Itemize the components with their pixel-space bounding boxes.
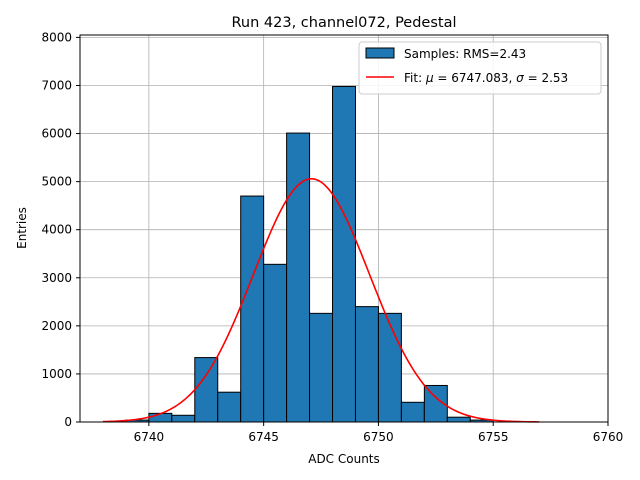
y-tick-label: 1000 xyxy=(41,367,72,381)
x-axis-ticks: 6740 6745 6750 6755 6760 xyxy=(134,422,624,444)
legend-fit-label: Fit: μ = 6747.083, σ = 2.53 xyxy=(404,71,568,85)
x-tick-label: 6755 xyxy=(478,430,509,444)
y-tick-label: 8000 xyxy=(41,30,72,44)
histogram-bar xyxy=(148,412,173,423)
x-axis-label: ADC Counts xyxy=(308,452,380,466)
fit-curve xyxy=(102,177,540,423)
x-tick-label: 6745 xyxy=(248,430,279,444)
histogram-bar xyxy=(217,391,242,423)
histogram-bar xyxy=(286,132,311,423)
y-tick-label: 7000 xyxy=(41,78,72,92)
y-axis-ticks: 0 1000 2000 3000 4000 5000 6000 7000 8000 xyxy=(41,30,80,429)
y-tick-label: 5000 xyxy=(41,175,72,189)
legend: Samples: RMS=2.43 Fit: μ = 6747.083, σ =… xyxy=(358,41,602,95)
histogram-bar xyxy=(446,416,471,423)
plot-frame xyxy=(79,34,609,423)
x-tick-label: 6750 xyxy=(363,430,394,444)
histogram-bar xyxy=(194,357,219,423)
histogram-bar xyxy=(171,414,196,423)
histogram-bar xyxy=(354,306,379,423)
histogram-bar xyxy=(263,263,288,423)
x-tick-label: 6760 xyxy=(593,430,624,444)
chart-title: Run 423, channel072, Pedestal xyxy=(231,15,456,31)
legend-box xyxy=(358,41,602,95)
histogram-bar xyxy=(309,312,334,423)
legend-samples-label: Samples: RMS=2.43 xyxy=(404,47,526,61)
histogram-bar xyxy=(400,401,425,423)
histogram-bar xyxy=(240,195,265,423)
x-tick-label: 6740 xyxy=(134,430,165,444)
y-tick-label: 4000 xyxy=(41,223,72,237)
y-tick-label: 0 xyxy=(64,415,72,429)
y-tick-label: 3000 xyxy=(41,271,72,285)
legend-samples-swatch xyxy=(365,47,395,59)
y-tick-label: 6000 xyxy=(41,127,72,141)
histogram-bars xyxy=(125,85,494,423)
y-axis-label: Entries xyxy=(15,207,29,249)
histogram-bar xyxy=(377,312,402,423)
histogram-bar xyxy=(332,85,356,423)
y-tick-label: 2000 xyxy=(41,319,72,333)
